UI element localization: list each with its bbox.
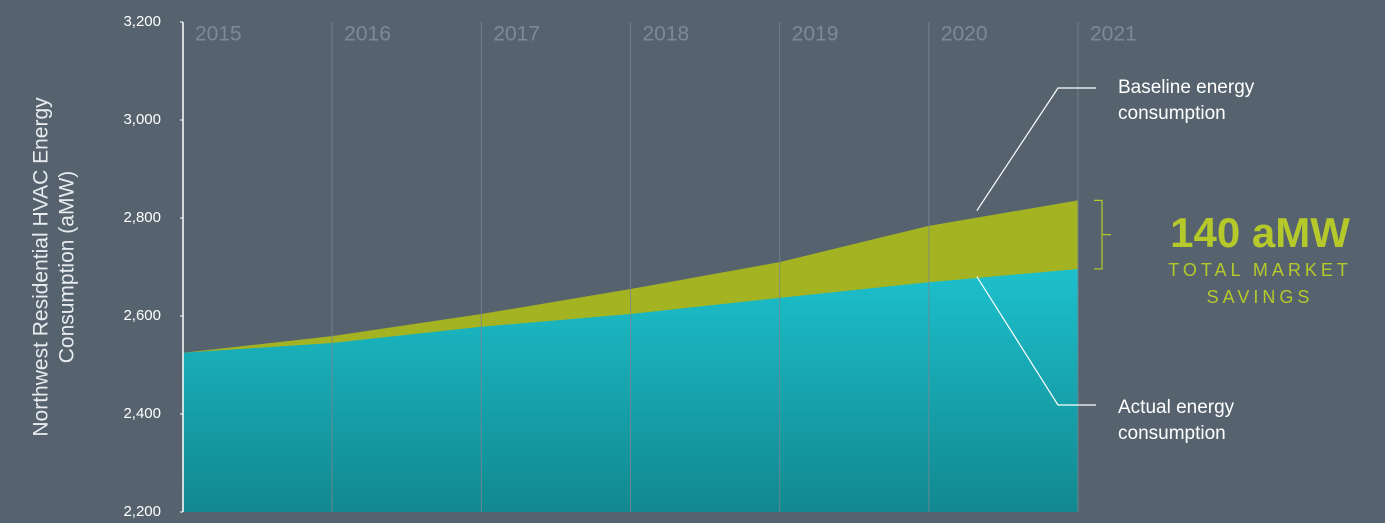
legend-label-line: Baseline energy	[1118, 77, 1255, 98]
y-axis-label-line: Northwest Residential HVAC Energy	[30, 97, 53, 437]
y-tick-label: 3,200	[123, 13, 161, 30]
y-tick-label: 3,000	[123, 111, 161, 128]
bracket	[1094, 199, 1103, 270]
y-axis-label: Northwest Residential HVAC Energy Consum…	[30, 97, 79, 437]
y-tick-label: 2,800	[123, 209, 161, 226]
y-tick-label: 2,400	[123, 405, 161, 422]
legend-label: Baseline energy consumption	[1118, 77, 1255, 124]
leader-line	[976, 87, 1096, 211]
legend-label: Actual energy consumption	[1118, 397, 1235, 444]
savings-label: TOTAL MARKET	[1168, 260, 1352, 280]
leader-line	[976, 276, 1096, 406]
legend-label-line: consumption	[1118, 103, 1226, 124]
y-tick-label: 2,200	[123, 503, 161, 520]
legend-label-line: Actual energy	[1118, 397, 1235, 418]
legend-label-line: consumption	[1118, 423, 1226, 444]
savings-value: 140 aMW	[1170, 209, 1350, 256]
y-tick-label: 2,600	[123, 307, 161, 324]
savings-label: SAVINGS	[1207, 287, 1314, 307]
x-tick-label: 2020	[941, 23, 988, 46]
x-tick-label: 2018	[643, 23, 690, 46]
x-tick-label: 2015	[195, 23, 242, 46]
x-tick-label: 2016	[344, 23, 391, 46]
y-axis-label-line: Consumption (aMW)	[56, 171, 79, 364]
x-tick-label: 2017	[493, 23, 540, 46]
x-tick-label: 2019	[792, 23, 839, 46]
x-tick-label: 2021	[1090, 23, 1137, 46]
